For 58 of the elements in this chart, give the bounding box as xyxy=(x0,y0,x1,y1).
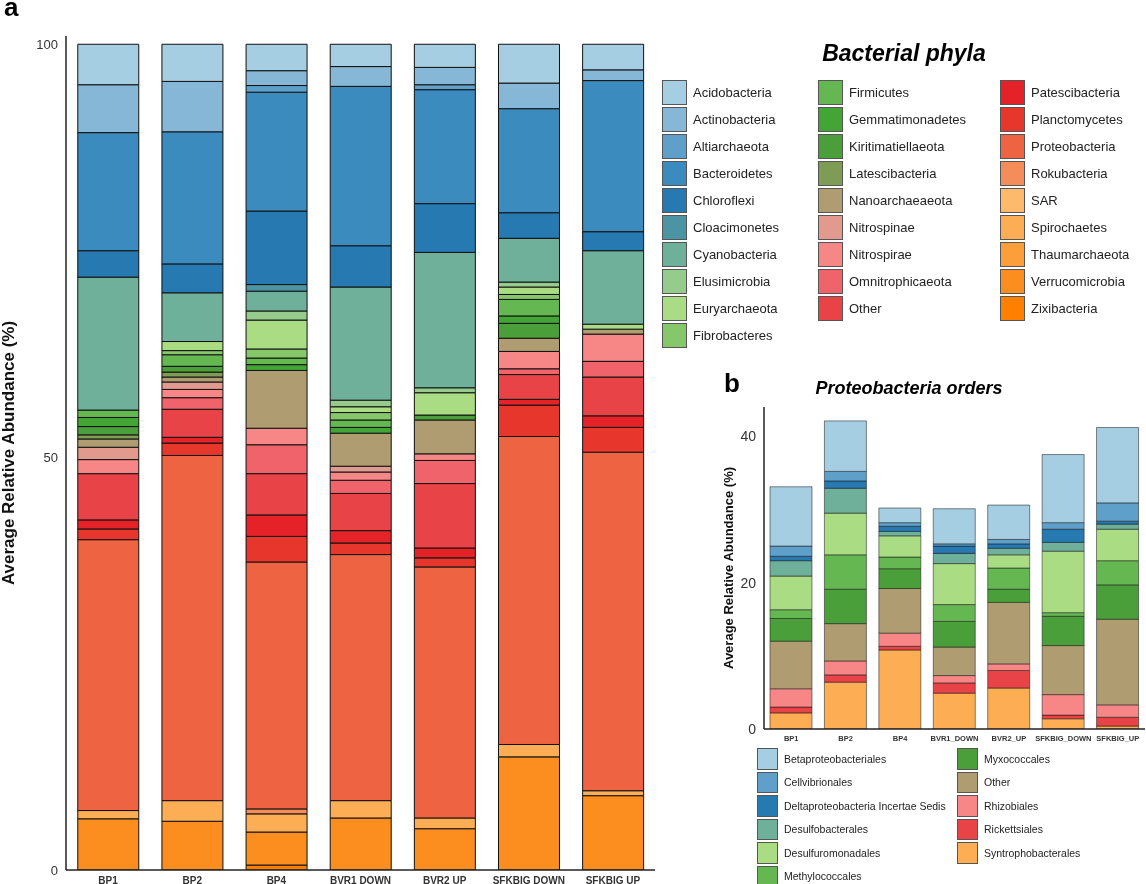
legend-label: Nanoarchaeaeota xyxy=(849,193,954,208)
legend-label: Spirochaetes xyxy=(1031,220,1108,235)
x-tick-label: BP1 xyxy=(98,875,119,884)
y-tick-label: 100 xyxy=(36,36,58,52)
legend-label: Fibrobacteres xyxy=(693,328,774,343)
legend-label: Altiarchaeota xyxy=(693,139,770,154)
y-tick-label: 40 xyxy=(740,428,757,445)
legend-label: Cloacimonetes xyxy=(693,220,780,235)
legend-label: Desulfuromonadales xyxy=(784,846,882,859)
legend-label: Rickettsiales xyxy=(984,823,1044,836)
legend-label: Deltaproteobacteria Incertae Sedis xyxy=(784,799,947,812)
legend-label: Desulfobacterales xyxy=(784,823,870,836)
legend-label: Euryarchaeota xyxy=(693,301,779,316)
x-tick-label: BP4 xyxy=(266,875,287,884)
x-tick-label: SFKBIG UP xyxy=(585,875,641,884)
text: a xyxy=(4,0,19,22)
legend-label: Myxococcales xyxy=(984,752,1051,765)
legend-label: Kiritimatiellaeota xyxy=(849,139,946,154)
legend-label: Gemmatimonadetes xyxy=(849,112,968,127)
legend-label: Planctomycetes xyxy=(1031,112,1124,127)
y-tick-label: 0 xyxy=(50,862,58,878)
legend-label: Cellvibrionales xyxy=(784,776,854,789)
y-tick-label: 0 xyxy=(748,720,757,737)
legend-label: Rhizobiales xyxy=(984,799,1040,812)
chart-title: Proteobacteria orders xyxy=(814,378,1004,399)
legend-label: Nitrospirae xyxy=(849,247,913,262)
legend-label: SAR xyxy=(1031,193,1059,208)
legend-label: Other xyxy=(984,776,1012,789)
legend-label: Elusimicrobia xyxy=(693,274,772,289)
legend-label: Latescibacteria xyxy=(849,166,938,181)
y-axis-title: Average Relative Abundance (%) xyxy=(720,466,736,670)
y-tick-label: 50 xyxy=(43,449,58,465)
legend-label: Cyanobacteria xyxy=(693,247,778,262)
legend-label: Thaumarchaeota xyxy=(1031,247,1131,262)
legend-label: Actinobacteria xyxy=(693,112,777,127)
legend-label: Zixibacteria xyxy=(1031,301,1099,316)
legend-title: Bacterial phyla xyxy=(821,40,987,67)
legend-label: Omnitrophicaeota xyxy=(849,274,953,289)
legend-label: Syntrophobacterales xyxy=(984,846,1082,859)
x-tick-label: BVR1 DOWN xyxy=(329,875,392,884)
legend-label: Rokubacteria xyxy=(1031,166,1109,181)
y-tick-label: 20 xyxy=(740,574,757,591)
x-tick-label: SFKBIG DOWN xyxy=(492,875,565,884)
x-tick-label: BP2 xyxy=(182,875,203,884)
legend-label: Acidobacteria xyxy=(693,85,773,100)
text: b xyxy=(724,368,740,398)
y-axis-title: Average Relative Abundance (%) xyxy=(0,320,19,586)
legend-label: Patescibacteria xyxy=(1031,85,1121,100)
legend-label: Bacteroidetes xyxy=(693,166,774,181)
legend-label: Methylococcales xyxy=(784,870,863,883)
legend-label: Proteobacteria xyxy=(1031,139,1117,154)
legend-label: Betaproteobacteriales xyxy=(784,752,888,765)
legend-label: Verrucomicrobia xyxy=(1031,274,1126,289)
x-tick-label: BVR2 UP xyxy=(422,875,467,884)
legend-label: Chloroflexi xyxy=(693,193,756,208)
legend-label: Firmicutes xyxy=(849,85,910,100)
legend-label: Nitrospinae xyxy=(849,220,916,235)
legend-label: Other xyxy=(849,301,883,316)
